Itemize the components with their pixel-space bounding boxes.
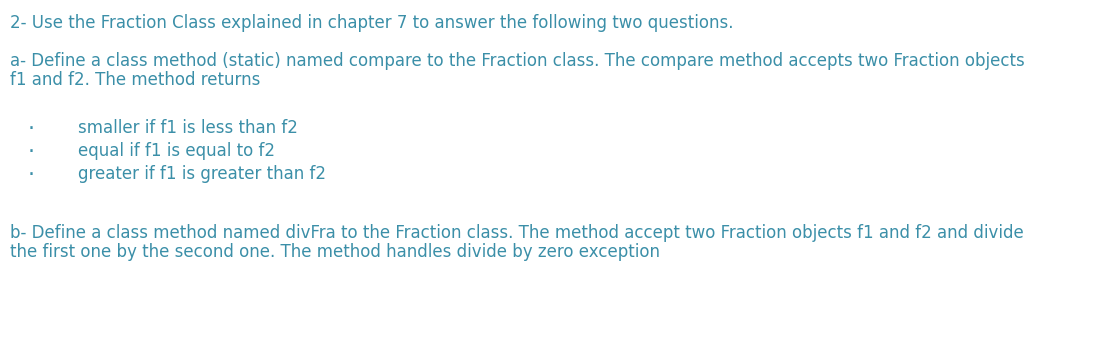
Text: the first one by the second one. The method handles divide by zero exception: the first one by the second one. The met…	[10, 243, 660, 261]
Text: equal if f1 is equal to f2: equal if f1 is equal to f2	[78, 142, 275, 160]
Text: smaller if f1 is less than f2: smaller if f1 is less than f2	[78, 119, 298, 137]
Text: f1 and f2. The method returns: f1 and f2. The method returns	[10, 71, 260, 89]
Text: 2- Use the Fraction Class explained in chapter 7 to answer the following two que: 2- Use the Fraction Class explained in c…	[10, 14, 734, 32]
Text: ·: ·	[29, 165, 35, 185]
Text: greater if f1 is greater than f2: greater if f1 is greater than f2	[78, 165, 326, 183]
Text: ·: ·	[29, 119, 35, 139]
Text: a- Define a class method (static) named compare to the Fraction class. The compa: a- Define a class method (static) named …	[10, 52, 1025, 70]
Text: b- Define a class method named divFra to the Fraction class. The method accept t: b- Define a class method named divFra to…	[10, 224, 1024, 242]
Text: ·: ·	[29, 142, 35, 162]
